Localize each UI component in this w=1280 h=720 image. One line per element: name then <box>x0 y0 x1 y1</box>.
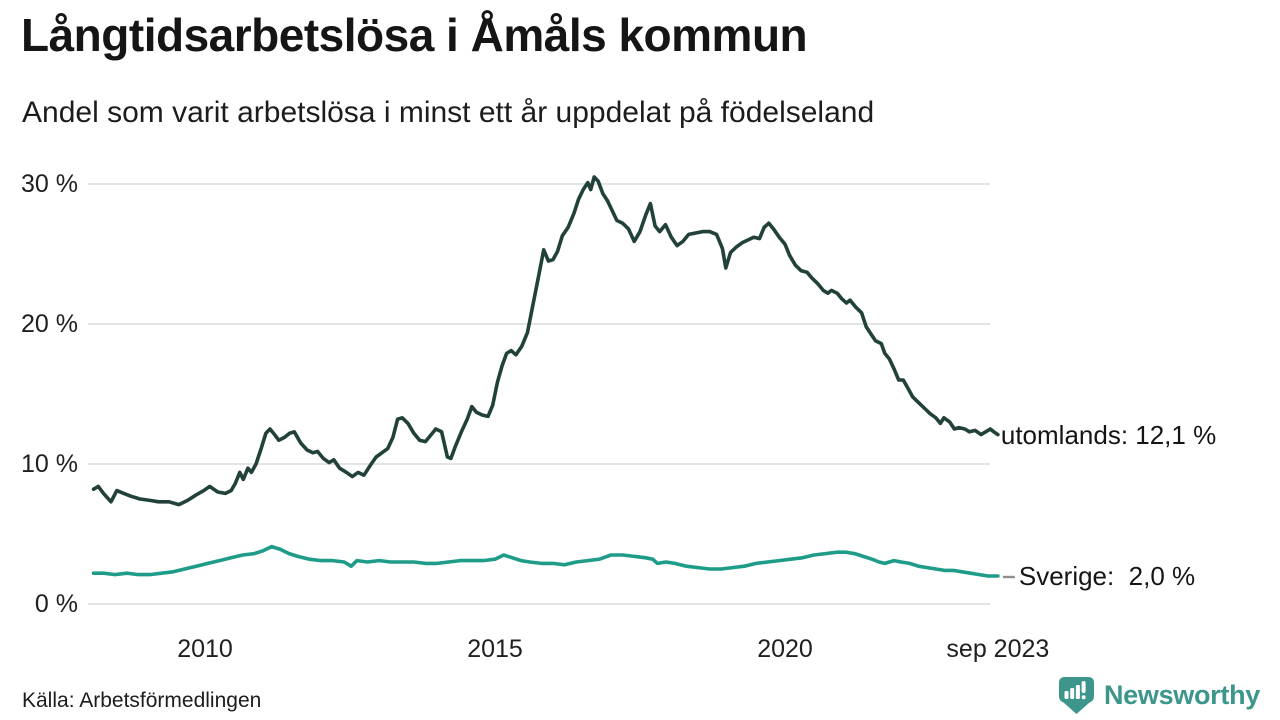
y-axis-tick-label: 10 % <box>21 450 78 478</box>
x-axis-tick-label: 2015 <box>467 635 523 663</box>
y-axis-tick-label: 0 % <box>34 590 78 618</box>
page-subtitle: Andel som varit arbetslösa i minst ett å… <box>22 96 875 129</box>
series-line-utomlands <box>91 175 1000 507</box>
series-end-label-sverige: Sverige: 2,0 % <box>1018 561 1196 591</box>
page-title: Långtidsarbetslösa i Åmåls kommun <box>21 9 808 61</box>
y-axis-tick-label: 20 % <box>21 310 78 338</box>
x-axis-tick-label: 2020 <box>757 635 813 663</box>
x-axis-tick-label: 2010 <box>177 635 233 663</box>
x-axis-tick-label: sep 2023 <box>946 635 1050 663</box>
newsworthy-logo-icon <box>1058 677 1094 714</box>
series-line-sverige <box>91 544 1000 578</box>
series-end-label-utomlands: utomlands: 12,1 % <box>1000 419 1217 450</box>
newsworthy-logo-text: Newsworthy <box>1103 680 1260 710</box>
y-axis-tick-label: 30 % <box>21 170 78 198</box>
newsworthy-logo: Newsworthy <box>1058 676 1260 715</box>
source-label: Källa: Arbetsförmedlingen <box>22 689 262 712</box>
